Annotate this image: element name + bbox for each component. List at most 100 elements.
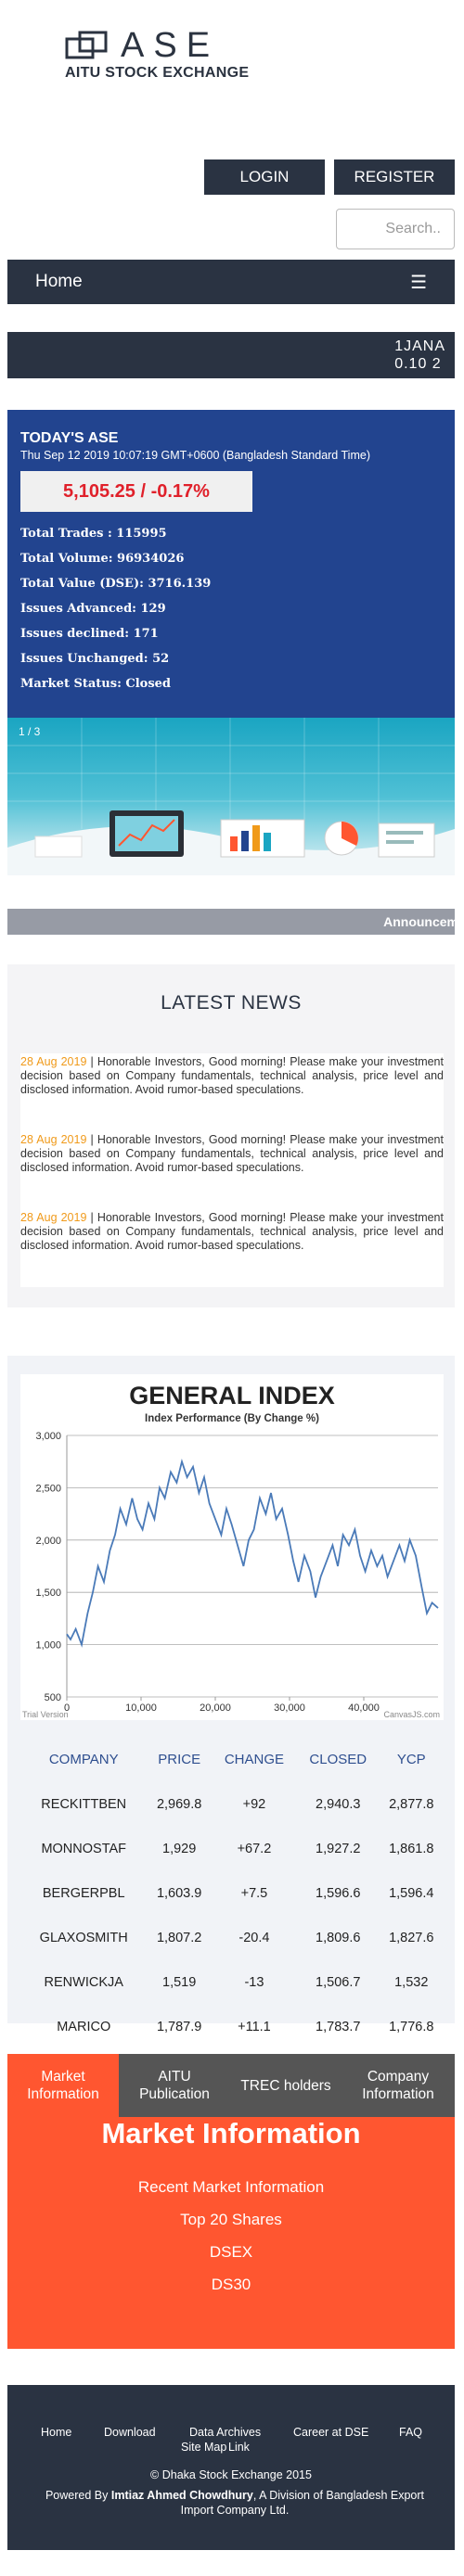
news-text: Honorable Investors, Good morning! Pleas… bbox=[20, 1133, 444, 1174]
hamburger-menu-icon[interactable]: ☰ bbox=[410, 273, 427, 293]
link-recent-market-information[interactable]: Recent Market Information bbox=[137, 2178, 325, 2196]
footer-link-career[interactable]: Career at DSE bbox=[293, 2426, 369, 2439]
search-input[interactable] bbox=[336, 209, 455, 249]
table-row[interactable]: MONNOSTAF 1,929 +67.2 1,927.2 1,861.8 bbox=[20, 1827, 444, 1871]
footer-link-site-map[interactable]: Site Map bbox=[181, 2441, 227, 2454]
tab-company-information[interactable]: Company Information bbox=[362, 2069, 434, 2102]
y-tick-label: 1,500 bbox=[35, 1588, 61, 1599]
news-date: 28 Aug 2019 bbox=[20, 1211, 87, 1224]
news-title: LATEST NEWS bbox=[161, 992, 302, 1014]
powered-prefix: Powered By bbox=[45, 2489, 109, 2502]
y-tick-label: 500 bbox=[45, 1692, 61, 1703]
tab-trec-holders[interactable]: TREC holders bbox=[240, 2077, 331, 2094]
link-dsex[interactable]: DSEX bbox=[209, 2243, 253, 2261]
x-tick-label: 10,000 bbox=[125, 1702, 157, 1714]
chart-credit-label: CanvasJS.com bbox=[383, 1710, 440, 1719]
footer-link-faq[interactable]: FAQ bbox=[399, 2426, 423, 2439]
cell-change: +92 bbox=[242, 1797, 266, 1812]
col-change: CHANGE bbox=[224, 1751, 285, 1767]
stat-total-trades: Total Trades : 115995 bbox=[20, 527, 167, 541]
cell-ycp: 1,861.8 bbox=[389, 1842, 434, 1856]
cell-closed: 1,506.7 bbox=[316, 1975, 361, 1990]
nav-home-link[interactable]: Home bbox=[35, 272, 83, 291]
cell-closed: 1,783.7 bbox=[316, 2020, 361, 2034]
announcement-marquee[interactable]: Announcem bbox=[7, 909, 455, 935]
index-series-line bbox=[66, 1458, 439, 1648]
cell-change: -13 bbox=[244, 1975, 264, 1990]
ase-title: TODAY'S ASE bbox=[20, 430, 119, 446]
login-button[interactable]: LOGIN bbox=[204, 159, 325, 195]
x-tick-label: 0 bbox=[64, 1702, 70, 1714]
x-tick-label: 30,000 bbox=[274, 1702, 305, 1714]
cell-price: 1,807.2 bbox=[156, 1931, 202, 1945]
image-slider[interactable]: 1 / 3 bbox=[7, 718, 455, 875]
site-logo[interactable]: ASE AITU STOCK EXCHANGE bbox=[65, 26, 269, 83]
cell-company: BERGERPBL bbox=[42, 1886, 125, 1901]
footer-link-download[interactable]: Download bbox=[104, 2426, 156, 2439]
cell-price: 1,519 bbox=[162, 1975, 197, 1990]
chart-subtitle: Index Performance (By Change %) bbox=[145, 1413, 319, 1424]
cell-ycp: 1,596.4 bbox=[389, 1886, 434, 1901]
table-header-row: COMPANY PRICE CHANGE CLOSED YCP bbox=[20, 1736, 444, 1782]
cell-closed: 1,596.6 bbox=[316, 1886, 361, 1901]
col-price: PRICE bbox=[158, 1751, 201, 1767]
cell-change: +11.1 bbox=[238, 2020, 271, 2034]
cell-ycp: 1,776.8 bbox=[389, 2020, 434, 2034]
cell-price: 1,787.9 bbox=[156, 2020, 202, 2034]
cell-closed: 1,809.6 bbox=[316, 1931, 361, 1945]
news-item[interactable]: 28 Aug 2019 | Honorable Investors, Good … bbox=[20, 1133, 444, 1174]
general-index-chart: GENERAL INDEX Index Performance (By Chan… bbox=[20, 1374, 444, 1720]
ase-datetime: Thu Sep 12 2019 10:07:19 GMT+0600 (Bangl… bbox=[20, 449, 370, 462]
chart-trial-label: Trial Version bbox=[22, 1710, 69, 1719]
news-date: 28 Aug 2019 bbox=[20, 1055, 87, 1068]
tab-panel-title: Market Information bbox=[101, 2117, 361, 2149]
market-links-list: Recent Market Information Top 20 Shares … bbox=[7, 2171, 455, 2301]
footer-copyright: © Dhaka Stock Exchange 2015 bbox=[150, 2468, 312, 2481]
table-row[interactable]: MARICO 1,787.9 +11.1 1,783.7 1,776.8 bbox=[20, 2005, 444, 2049]
footer-link-link[interactable]: Link bbox=[228, 2441, 250, 2454]
ase-index-value: 5,105.25 / -0.17% bbox=[20, 471, 252, 512]
table-row[interactable]: GLAXOSMITH 1,807.2 -20.4 1,809.6 1,827.6 bbox=[20, 1916, 444, 1960]
x-tick-label: 40,000 bbox=[348, 1702, 380, 1714]
cell-company: RECKITTBEN bbox=[41, 1797, 127, 1812]
cell-ycp: 1,532 bbox=[394, 1975, 429, 1990]
ase-stats-list: Total Trades : 115995 Total Volume: 9693… bbox=[20, 521, 211, 696]
news-text: Honorable Investors, Good morning! Pleas… bbox=[20, 1211, 444, 1252]
slide-illustration bbox=[7, 718, 455, 875]
table-row[interactable]: RECKITTBEN 2,969.8 +92 2,940.3 2,877.8 bbox=[20, 1782, 444, 1827]
tab-market-information[interactable]: Market Information bbox=[7, 2054, 119, 2117]
cell-change: -20.4 bbox=[238, 1931, 270, 1945]
powered-suffix: , A Division of Bangladesh Export Import… bbox=[180, 2489, 425, 2517]
cell-price: 2,969.8 bbox=[156, 1797, 202, 1812]
todays-ase-panel: TODAY'S ASE Thu Sep 12 2019 10:07:19 GMT… bbox=[7, 410, 455, 718]
table-row[interactable]: RENWICKJA 1,519 -13 1,506.7 1,532 bbox=[20, 1960, 444, 2005]
logo-subtitle: AITU STOCK EXCHANGE bbox=[65, 65, 250, 81]
tab-aitu-publication[interactable]: AITU Publication bbox=[139, 2069, 210, 2102]
site-footer: Home Download Data Archives Site Map Car… bbox=[7, 2385, 455, 2550]
y-tick-label: 3,000 bbox=[35, 1431, 61, 1442]
logo-mark-icon bbox=[65, 31, 108, 59]
link-ds30[interactable]: DS30 bbox=[211, 2276, 251, 2293]
register-button[interactable]: REGISTER bbox=[334, 159, 455, 195]
cell-price: 1,603.9 bbox=[156, 1886, 202, 1901]
stat-issues-advanced: Issues Advanced: 129 bbox=[20, 602, 166, 616]
powered-name: Imtiaz Ahmed Chowdhury bbox=[110, 2489, 253, 2502]
info-tabs: Market Information AITU Publication TREC… bbox=[7, 2054, 455, 2117]
col-ycp: YCP bbox=[396, 1751, 426, 1767]
table-row[interactable]: BERGERPBL 1,603.9 +7.5 1,596.6 1,596.4 bbox=[20, 1871, 444, 1916]
news-list: 28 Aug 2019 | Honorable Investors, Good … bbox=[20, 1053, 444, 1287]
news-text: Honorable Investors, Good morning! Pleas… bbox=[20, 1055, 444, 1096]
cell-closed: 1,927.2 bbox=[316, 1842, 361, 1856]
footer-link-home[interactable]: Home bbox=[41, 2426, 72, 2439]
x-tick-label: 20,000 bbox=[200, 1702, 231, 1714]
cell-closed: 2,940.3 bbox=[316, 1797, 361, 1812]
cell-company: MARICO bbox=[57, 2020, 111, 2034]
chart-title: GENERAL INDEX bbox=[129, 1382, 335, 1409]
footer-link-data-archives[interactable]: Data Archives bbox=[189, 2426, 262, 2439]
cell-company: GLAXOSMITH bbox=[39, 1931, 128, 1945]
news-item[interactable]: 28 Aug 2019 | Honorable Investors, Good … bbox=[20, 1211, 444, 1252]
news-item[interactable]: 28 Aug 2019 | Honorable Investors, Good … bbox=[20, 1055, 444, 1096]
news-date: 28 Aug 2019 bbox=[20, 1133, 87, 1146]
link-top-20-shares[interactable]: Top 20 Shares bbox=[180, 2211, 282, 2228]
cell-change: +7.5 bbox=[240, 1886, 268, 1901]
